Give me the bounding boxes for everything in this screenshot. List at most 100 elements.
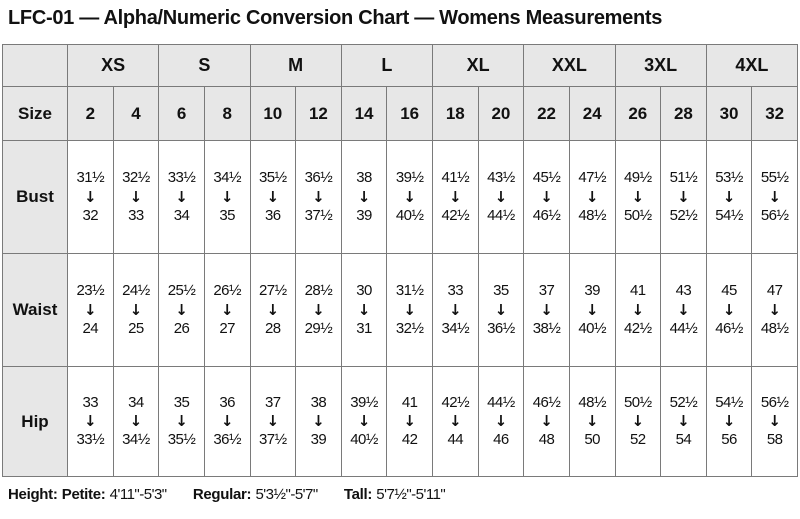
measurement-cell: 47 ↓ 48½ xyxy=(751,253,798,367)
measurement-range: 33 ↓ 34½ xyxy=(433,282,478,337)
measurement-range: 43½ ↓ 44½ xyxy=(479,169,524,224)
range-from-value: 31½ xyxy=(395,282,424,299)
down-arrow-icon: ↓ xyxy=(266,187,280,206)
measurement-cell: 55½ ↓ 56½ xyxy=(751,140,798,254)
range-to-value: 39 xyxy=(310,431,327,448)
measurement-cell: 35 ↓ 36½ xyxy=(477,253,525,367)
measurement-range: 25½ ↓ 26 xyxy=(159,282,204,337)
alpha-size-row: XS S M L XL XXL 3XL 4XL xyxy=(2,44,799,87)
measurement-range: 49½ ↓ 50½ xyxy=(616,169,661,224)
measurement-cell: 41 ↓ 42 xyxy=(386,366,433,477)
down-arrow-icon: ↓ xyxy=(175,300,188,319)
measurement-cell: 41 ↓ 42½ xyxy=(614,253,662,367)
range-to-value: 44 xyxy=(447,431,464,448)
range-from-value: 32½ xyxy=(122,169,150,186)
measurement-cell: 30 ↓ 31 xyxy=(340,253,388,367)
measurement-range: 39½ ↓ 40½ xyxy=(387,169,432,224)
range-from-value: 55½ xyxy=(760,169,789,186)
range-to-value: 36 xyxy=(264,206,281,224)
measurement-cell: 47½ ↓ 48½ xyxy=(568,140,616,254)
range-to-value: 28 xyxy=(264,319,281,337)
size-header: 30 xyxy=(705,86,753,141)
down-arrow-icon: ↓ xyxy=(403,187,416,206)
down-arrow-icon: ↓ xyxy=(585,187,599,206)
range-from-value: 43½ xyxy=(487,169,515,186)
range-from-value: 48½ xyxy=(578,393,607,411)
measurement-cell: 35 ↓ 35½ xyxy=(158,366,205,477)
range-to-value: 54½ xyxy=(715,206,743,224)
measurement-range: 53½ ↓ 54½ xyxy=(707,169,752,224)
down-arrow-icon: ↓ xyxy=(266,412,280,430)
down-arrow-icon: ↓ xyxy=(722,300,736,319)
down-arrow-icon: ↓ xyxy=(220,187,234,206)
measurement-cell: 39½ ↓ 40½ xyxy=(340,366,388,477)
measurement-range: 52½ ↓ 54 xyxy=(661,394,706,449)
measurement-range: 24½ ↓ 25 xyxy=(114,282,159,337)
range-to-value: 40½ xyxy=(395,206,424,224)
measurement-range: 37 ↓ 38½ xyxy=(524,282,569,337)
down-arrow-icon: ↓ xyxy=(129,300,143,319)
range-to-value: 40½ xyxy=(578,319,607,337)
down-arrow-icon: ↓ xyxy=(494,300,508,319)
range-from-value: 47½ xyxy=(578,169,607,186)
range-to-value: 35 xyxy=(219,206,236,224)
measurement-range: 28½ ↓ 29½ xyxy=(296,282,341,337)
range-to-value: 34½ xyxy=(122,431,150,448)
measurement-cell: 39 ↓ 40½ xyxy=(568,253,616,367)
range-from-value: 38 xyxy=(310,393,327,411)
range-from-value: 35 xyxy=(493,282,509,299)
alpha-size-header: XL xyxy=(431,44,525,87)
down-arrow-icon: ↓ xyxy=(722,412,736,430)
size-header: 18 xyxy=(432,86,479,141)
measurement-range: 51½ ↓ 52½ xyxy=(661,169,706,224)
measurement-range: 42½ ↓ 44 xyxy=(433,394,478,449)
range-from-value: 37 xyxy=(538,282,555,299)
down-arrow-icon: ↓ xyxy=(768,300,781,319)
measurement-range: 39 ↓ 40½ xyxy=(570,282,615,337)
alpha-size-header: XXL xyxy=(523,44,616,87)
conversion-table: XS S M L XL XXL 3XL 4XL Size 2 4 6 8 10 12 14 16 18 20 22 24… xyxy=(2,44,799,477)
size-header: 32 xyxy=(751,86,798,141)
measurement-range: 43 ↓ 44½ xyxy=(661,282,706,337)
measurement-range: 32½ ↓ 33 xyxy=(114,169,159,224)
measurement-range: 31½ ↓ 32 xyxy=(68,169,113,224)
range-from-value: 24½ xyxy=(122,282,150,299)
measurement-range: 34½ ↓ 35 xyxy=(205,169,250,224)
measurement-range: 33 ↓ 33½ xyxy=(68,394,113,449)
range-to-value: 48½ xyxy=(578,206,607,224)
measurement-range: 47½ ↓ 48½ xyxy=(570,169,615,224)
measurement-cell: 31½ ↓ 32 xyxy=(67,140,114,254)
down-arrow-icon: ↓ xyxy=(220,300,234,319)
measurement-cell: 36 ↓ 36½ xyxy=(203,366,251,477)
down-arrow-icon: ↓ xyxy=(631,300,645,319)
range-to-value: 36½ xyxy=(213,431,242,448)
range-from-value: 41½ xyxy=(441,169,470,186)
range-to-value: 44½ xyxy=(669,319,698,337)
measurement-range: 35 ↓ 35½ xyxy=(159,394,204,449)
range-from-value: 49½ xyxy=(623,169,652,186)
measurement-cell: 43½ ↓ 44½ xyxy=(477,140,525,254)
size-header: 12 xyxy=(295,86,342,141)
range-from-value: 56½ xyxy=(760,393,789,411)
measurement-row-waist: Waist 23½ ↓ 24 24½ ↓ 25 25½ ↓ 26 26½ ↓ 27 27½ ↓ 28 28½ ↓ 2… xyxy=(2,253,798,367)
page-title: LFC-01 — Alpha/Numeric Conversion Chart … xyxy=(8,7,663,29)
measurement-cell: 24½ ↓ 25 xyxy=(112,253,160,367)
down-arrow-icon: ↓ xyxy=(768,412,781,430)
measurement-row-bust: Bust 31½ ↓ 32 32½ ↓ 33 33½ ↓ 34 34½ ↓ 35 35½ ↓ 36 36½ ↓ 37… xyxy=(2,140,798,254)
regular-label: Regular: xyxy=(192,486,252,503)
measurement-cell: 33 ↓ 34½ xyxy=(432,253,479,367)
measurement-range: 30 ↓ 31 xyxy=(342,282,387,337)
range-to-value: 34½ xyxy=(441,319,470,337)
range-from-value: 47 xyxy=(766,282,783,299)
down-arrow-icon: ↓ xyxy=(677,412,690,430)
range-from-value: 33½ xyxy=(167,169,196,186)
range-from-value: 46½ xyxy=(532,393,561,411)
range-from-value: 36½ xyxy=(304,169,333,186)
range-from-value: 44½ xyxy=(487,393,515,411)
range-from-value: 41 xyxy=(401,393,418,411)
size-header: 6 xyxy=(158,86,205,141)
size-header: 16 xyxy=(386,86,433,141)
measurement-cell: 45 ↓ 46½ xyxy=(705,253,753,367)
range-from-value: 27½ xyxy=(258,282,287,299)
